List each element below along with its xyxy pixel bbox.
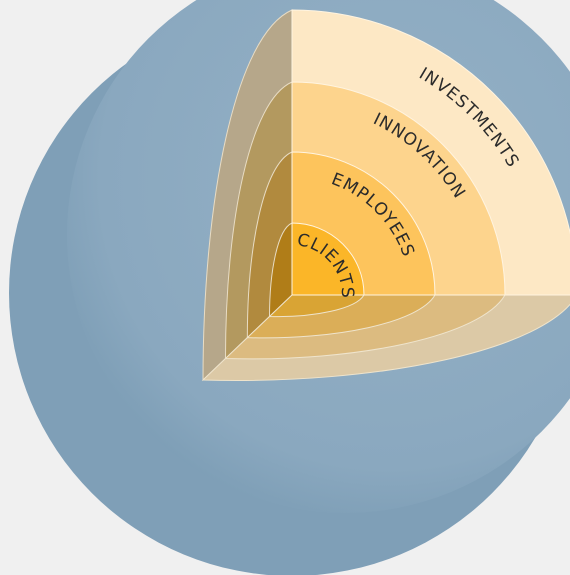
layer-front-face xyxy=(291,222,365,296)
